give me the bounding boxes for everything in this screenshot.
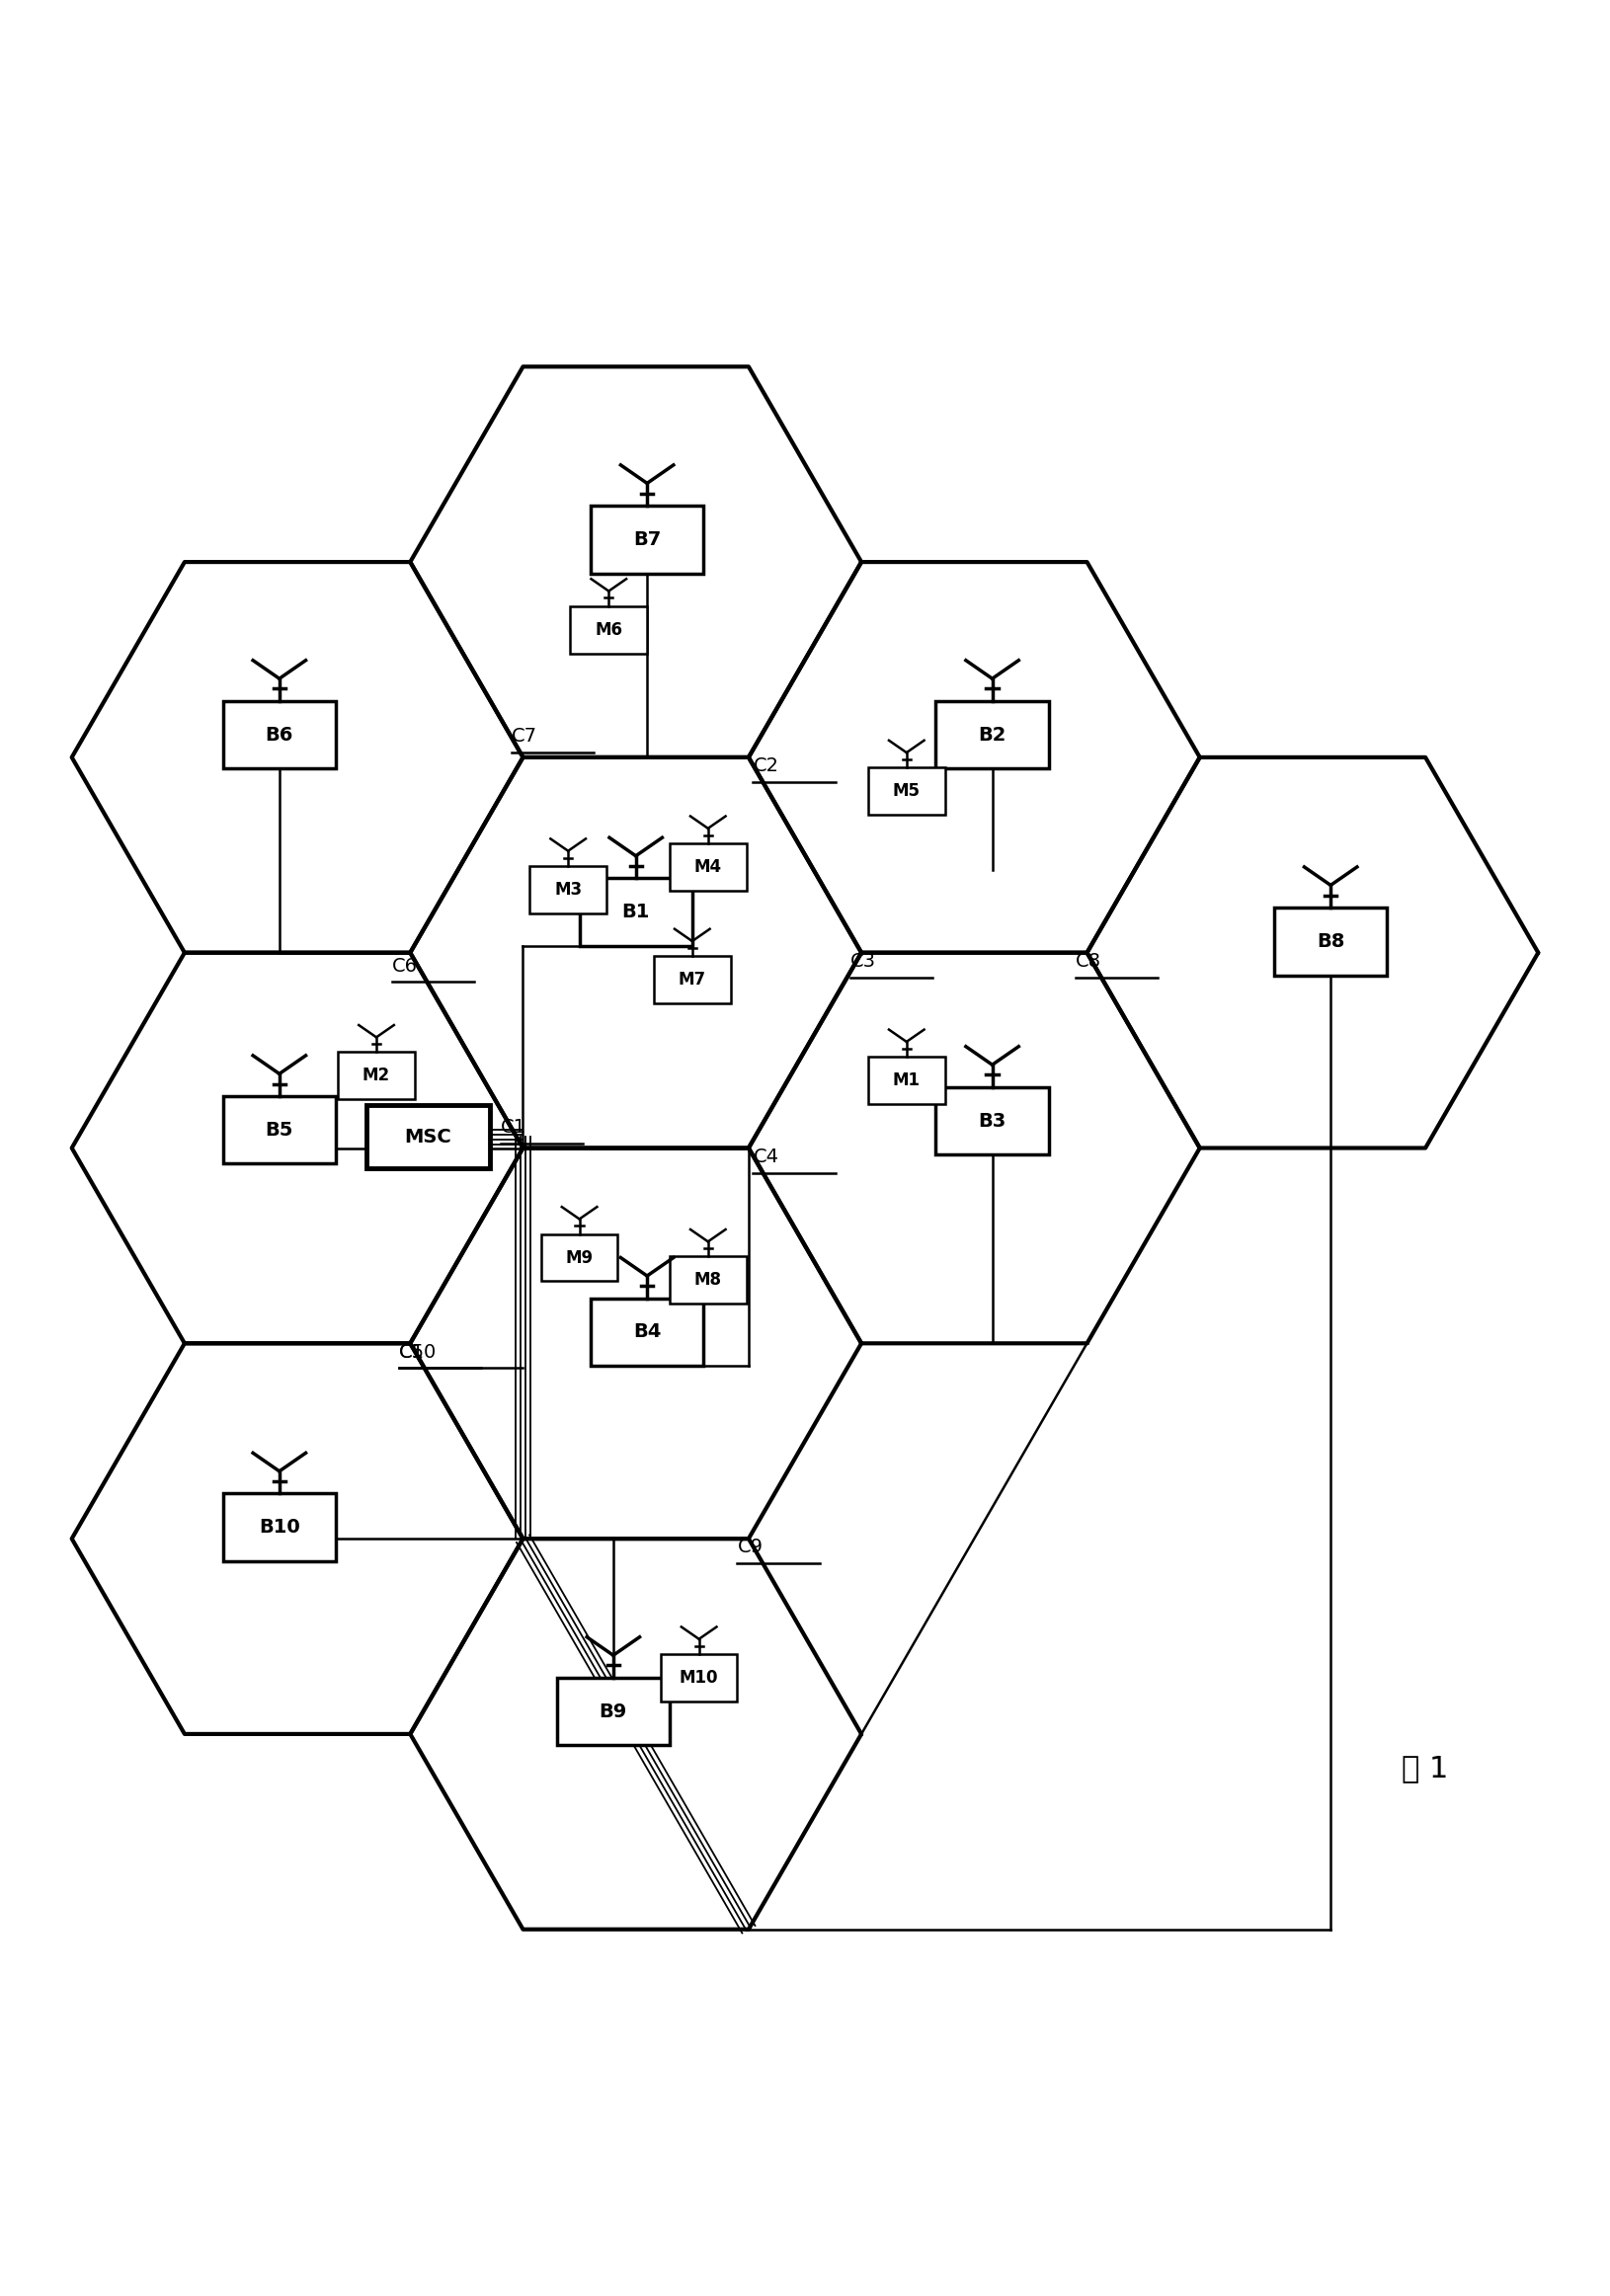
Text: M10: M10 — [679, 1669, 718, 1688]
FancyBboxPatch shape — [557, 1678, 670, 1745]
Text: C1: C1 — [501, 1118, 526, 1137]
Text: M8: M8 — [694, 1272, 721, 1288]
FancyBboxPatch shape — [935, 1086, 1048, 1155]
Text: B10: B10 — [259, 1518, 299, 1536]
FancyBboxPatch shape — [541, 1233, 618, 1281]
FancyBboxPatch shape — [570, 606, 647, 654]
Text: B8: B8 — [1317, 932, 1344, 951]
Text: 图 1: 图 1 — [1402, 1754, 1449, 1782]
Text: M4: M4 — [694, 859, 721, 875]
Text: M9: M9 — [565, 1249, 594, 1267]
Text: C3: C3 — [850, 953, 876, 971]
Text: MSC: MSC — [404, 1127, 452, 1146]
Text: B5: B5 — [266, 1120, 293, 1139]
FancyBboxPatch shape — [591, 1297, 704, 1366]
Text: M5: M5 — [892, 783, 921, 799]
Text: B2: B2 — [979, 726, 1006, 744]
FancyBboxPatch shape — [1274, 907, 1388, 976]
Text: C6: C6 — [393, 957, 419, 976]
Text: C2: C2 — [753, 758, 779, 776]
FancyBboxPatch shape — [580, 879, 692, 946]
Text: M6: M6 — [596, 620, 623, 638]
Text: B6: B6 — [266, 726, 293, 744]
Text: M1: M1 — [892, 1072, 921, 1088]
Text: C9: C9 — [737, 1538, 763, 1557]
Text: M7: M7 — [678, 971, 707, 990]
Text: C5: C5 — [399, 1343, 425, 1362]
Text: B3: B3 — [979, 1111, 1006, 1130]
FancyBboxPatch shape — [654, 955, 731, 1003]
FancyBboxPatch shape — [670, 1256, 747, 1304]
FancyBboxPatch shape — [222, 1495, 336, 1561]
Text: C4: C4 — [753, 1148, 779, 1166]
FancyBboxPatch shape — [670, 843, 747, 891]
FancyBboxPatch shape — [222, 700, 336, 769]
Text: B9: B9 — [599, 1701, 628, 1720]
FancyBboxPatch shape — [868, 767, 945, 815]
Text: C8: C8 — [1075, 953, 1101, 971]
Text: M2: M2 — [362, 1068, 390, 1084]
Text: C7: C7 — [512, 728, 538, 746]
FancyBboxPatch shape — [935, 700, 1048, 769]
Text: M3: M3 — [554, 882, 581, 898]
FancyBboxPatch shape — [530, 866, 607, 914]
Text: C10: C10 — [399, 1343, 436, 1362]
Text: B4: B4 — [633, 1322, 662, 1341]
FancyBboxPatch shape — [591, 505, 704, 574]
FancyBboxPatch shape — [365, 1104, 491, 1169]
Text: B1: B1 — [621, 902, 650, 921]
FancyBboxPatch shape — [222, 1095, 336, 1164]
Text: B7: B7 — [633, 530, 662, 549]
FancyBboxPatch shape — [868, 1056, 945, 1104]
FancyBboxPatch shape — [660, 1653, 737, 1701]
FancyBboxPatch shape — [338, 1052, 415, 1100]
